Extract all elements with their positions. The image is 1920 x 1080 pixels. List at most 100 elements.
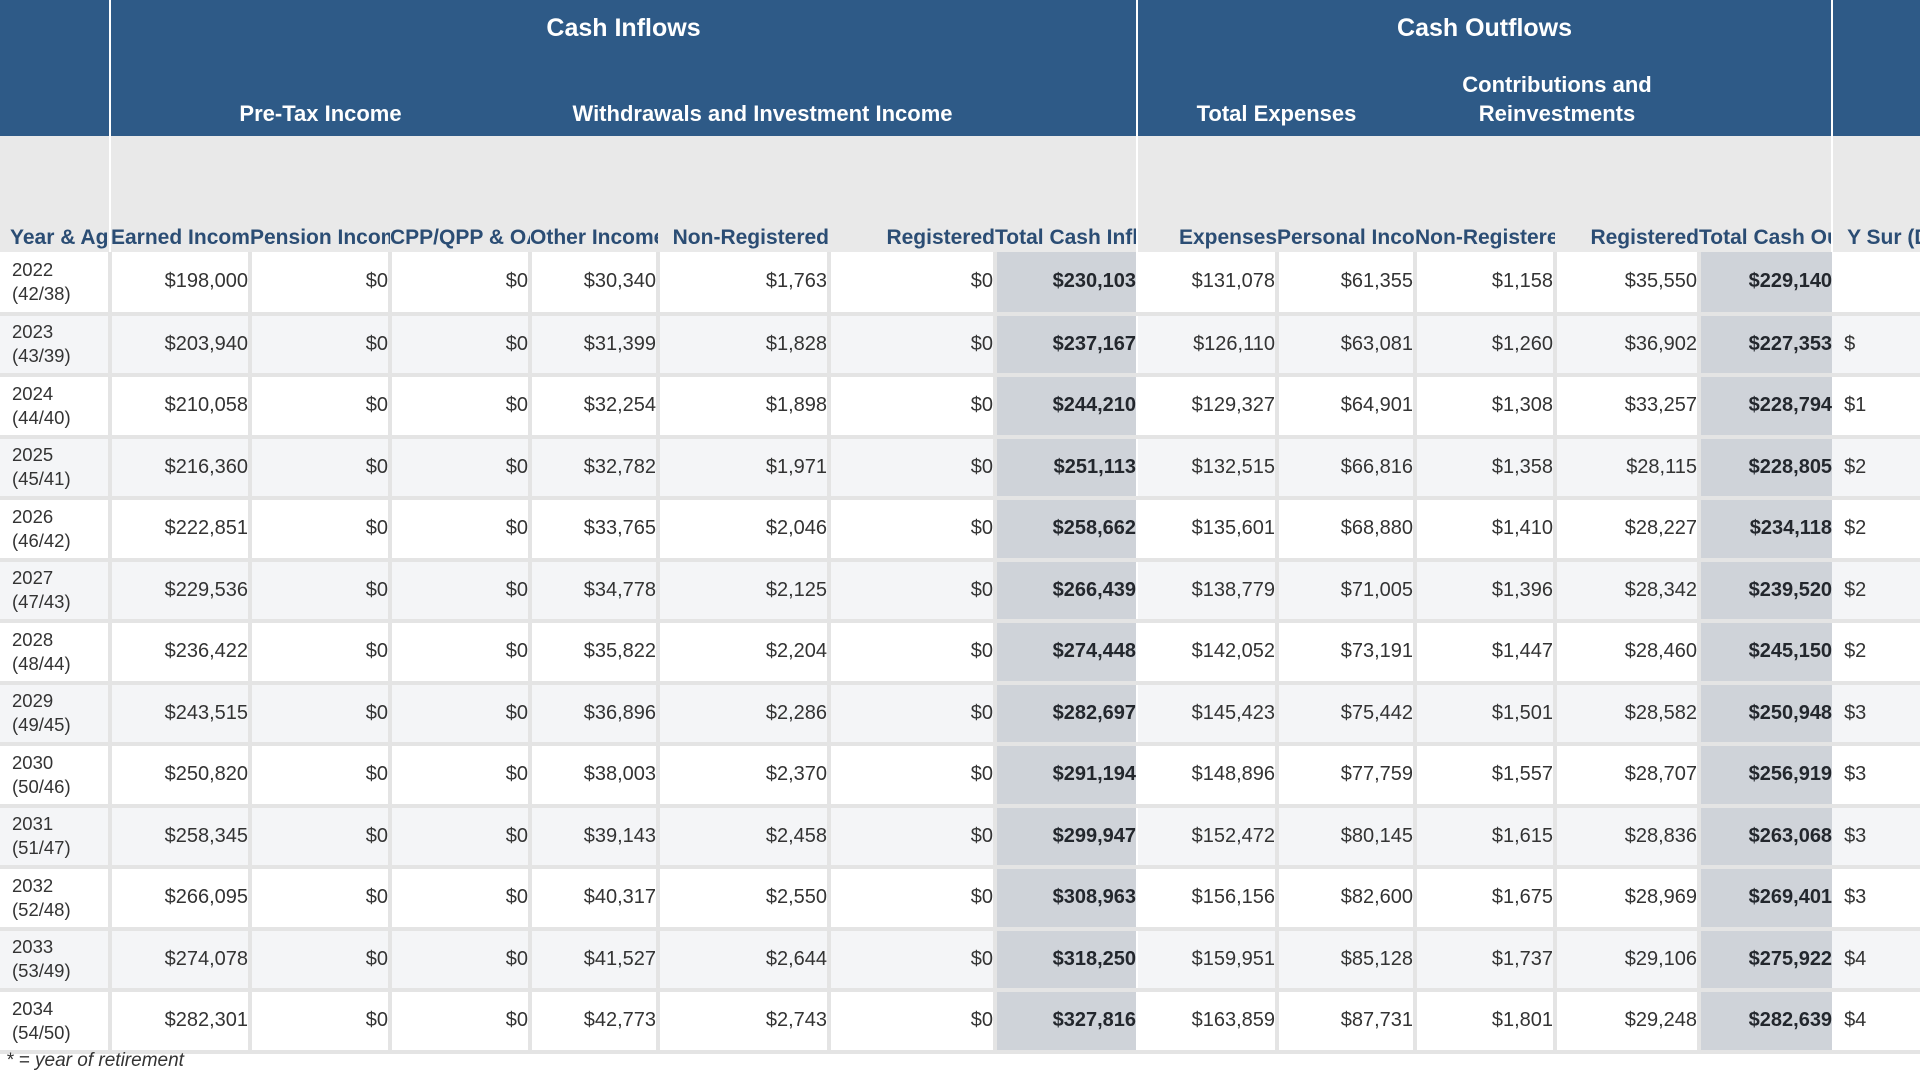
year-label: 2033 xyxy=(12,936,54,958)
age-label: (46/42) xyxy=(12,529,71,551)
table-row: 2023 (43/39) $203,940 $0 $0 $31,399 $1,828 $0 $2… xyxy=(0,313,1920,377)
non-registered-out-cell: $1,801 xyxy=(1415,990,1557,1054)
earned-income-cell: $229,536 xyxy=(110,559,252,623)
header-corner xyxy=(0,0,110,56)
registered-in-cell: $0 xyxy=(829,375,997,439)
footnote: * = year of retirement xyxy=(6,1050,184,1071)
header-cut-cell xyxy=(1831,0,1920,56)
other-incomes-cell: $32,254 xyxy=(530,375,660,439)
registered-out-cell: $28,582 xyxy=(1555,682,1701,746)
registered-out-cell: $33,257 xyxy=(1555,375,1701,439)
year-label: 2031 xyxy=(12,813,54,835)
cut-surplus-cell: $3 xyxy=(1832,805,1920,869)
earned-income-cell: $266,095 xyxy=(110,867,252,931)
total-cash-inflows-cell: $237,167 xyxy=(995,313,1138,377)
registered-out-cell: $29,106 xyxy=(1555,928,1701,992)
col-year-age: Year & Age xyxy=(0,136,110,252)
col-earned-income: Earned Income xyxy=(109,136,250,252)
cut-surplus-cell: $2 xyxy=(1832,498,1920,562)
total-cash-outflows-cell: $228,805 xyxy=(1699,436,1833,500)
other-incomes-cell: $39,143 xyxy=(530,805,660,869)
non-registered-in-cell: $1,971 xyxy=(658,436,831,500)
expenses-cell: $148,896 xyxy=(1137,744,1279,808)
pension-income-cell: $0 xyxy=(250,375,392,439)
table-row: 2029 (49/45) $243,515 $0 $0 $36,896 $2,286 $0 $2… xyxy=(0,682,1920,746)
total-cash-inflows-cell: $266,439 xyxy=(995,559,1138,623)
total-cash-inflows-cell: $230,103 xyxy=(995,252,1138,316)
col-cpp-qpp-oas: CPP/QPP & OAS xyxy=(390,136,530,252)
cash-flow-table: Cash Inflows Cash Outflows Pre-Tax Incom… xyxy=(0,0,1920,1054)
table-row: 2027 (47/43) $229,536 $0 $0 $34,778 $2,125 $0 $2… xyxy=(0,559,1920,623)
pension-income-cell: $0 xyxy=(250,744,392,808)
cut-surplus-cell: $3 xyxy=(1832,682,1920,746)
registered-out-cell: $28,115 xyxy=(1555,436,1701,500)
registered-in-cell: $0 xyxy=(829,436,997,500)
total-cash-outflows-cell: $263,068 xyxy=(1699,805,1833,869)
pension-income-cell: $0 xyxy=(250,313,392,377)
col-other-incomes: Other Incomes xyxy=(530,136,658,252)
expenses-cell: $126,110 xyxy=(1137,313,1279,377)
other-incomes-cell: $30,340 xyxy=(530,252,660,316)
year-age-cell: 2033 (53/49) xyxy=(0,928,112,992)
earned-income-cell: $282,301 xyxy=(110,990,252,1054)
table-row: 2034 (54/50) $282,301 $0 $0 $42,773 $2,743 $0 $3… xyxy=(0,990,1920,1054)
other-incomes-cell: $40,317 xyxy=(530,867,660,931)
non-registered-in-cell: $2,370 xyxy=(658,744,831,808)
expenses-cell: $159,951 xyxy=(1137,928,1279,992)
cpp-oas-cell: $0 xyxy=(390,313,532,377)
table-row: 2031 (51/47) $258,345 $0 $0 $39,143 $2,458 $0 $2… xyxy=(0,805,1920,869)
year-label: 2027 xyxy=(12,567,54,589)
year-label: 2022 xyxy=(12,258,54,280)
earned-income-cell: $222,851 xyxy=(110,498,252,562)
personal-income-tax-cell: $63,081 xyxy=(1277,313,1417,377)
contributions-header: Contributions and Reinvestments xyxy=(1415,56,1699,136)
non-registered-in-cell: $1,828 xyxy=(658,313,831,377)
cash-outflows-header: Cash Outflows xyxy=(1135,0,1833,56)
total-cash-outflows-cell: $229,140 xyxy=(1699,252,1833,316)
total-cash-inflows-cell: $251,113 xyxy=(995,436,1138,500)
pension-income-cell: $0 xyxy=(250,990,392,1054)
age-label: (44/40) xyxy=(12,406,71,428)
other-incomes-cell: $33,765 xyxy=(530,498,660,562)
non-registered-in-cell: $2,286 xyxy=(658,682,831,746)
non-registered-in-cell: $2,125 xyxy=(658,559,831,623)
table-row: 2033 (53/49) $274,078 $0 $0 $41,527 $2,644 $0 $3… xyxy=(0,928,1920,992)
personal-income-tax-cell: $80,145 xyxy=(1277,805,1417,869)
pre-tax-income-header: Pre-Tax Income xyxy=(109,56,530,136)
withdrawals-header: Withdrawals and Investment Income xyxy=(530,56,995,136)
expenses-cell: $163,859 xyxy=(1137,990,1279,1054)
personal-income-tax-cell: $77,759 xyxy=(1277,744,1417,808)
registered-out-cell: $28,460 xyxy=(1555,621,1701,685)
other-incomes-cell: $38,003 xyxy=(530,744,660,808)
non-registered-out-cell: $1,615 xyxy=(1415,805,1557,869)
year-label: 2028 xyxy=(12,628,54,650)
total-cash-inflows-cell: $327,816 xyxy=(995,990,1138,1054)
cut-surplus-cell: $3 xyxy=(1832,744,1920,808)
total-cash-outflows-cell: $275,922 xyxy=(1699,928,1833,992)
age-label: (45/41) xyxy=(12,468,71,490)
pension-income-cell: $0 xyxy=(250,805,392,869)
expenses-cell: $152,472 xyxy=(1137,805,1279,869)
other-incomes-cell: $35,822 xyxy=(530,621,660,685)
earned-income-cell: $203,940 xyxy=(110,313,252,377)
header-cut-cell-2 xyxy=(1831,56,1920,136)
personal-income-tax-cell: $64,901 xyxy=(1277,375,1417,439)
year-age-cell: 2030 (50/46) xyxy=(0,744,112,808)
other-incomes-cell: $32,782 xyxy=(530,436,660,500)
table-row: 2028 (48/44) $236,422 $0 $0 $35,822 $2,204 $0 $2… xyxy=(0,621,1920,685)
earned-income-cell: $243,515 xyxy=(110,682,252,746)
age-label: (49/45) xyxy=(12,714,71,736)
earned-income-cell: $216,360 xyxy=(110,436,252,500)
col-registered-in: Registered xyxy=(829,136,995,252)
non-registered-out-cell: $1,396 xyxy=(1415,559,1557,623)
expenses-cell: $131,078 xyxy=(1137,252,1279,316)
total-cash-inflows-cell: $318,250 xyxy=(995,928,1138,992)
age-label: (48/44) xyxy=(12,652,71,674)
registered-out-cell: $28,836 xyxy=(1555,805,1701,869)
cpp-oas-cell: $0 xyxy=(390,559,532,623)
age-label: (52/48) xyxy=(12,898,71,920)
year-label: 2030 xyxy=(12,751,54,773)
year-label: 2024 xyxy=(12,382,54,404)
earned-income-cell: $210,058 xyxy=(110,375,252,439)
registered-out-cell: $28,969 xyxy=(1555,867,1701,931)
